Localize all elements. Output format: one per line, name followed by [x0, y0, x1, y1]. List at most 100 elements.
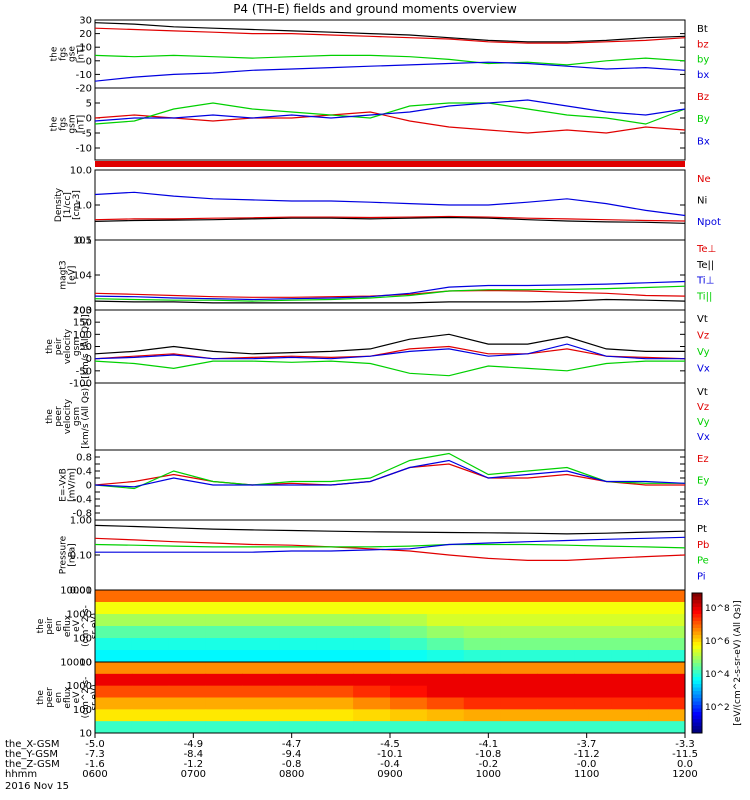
panel-ylabel: Density [1/cc] [cm-3] [54, 187, 82, 222]
x-tick-label: -11.2 [574, 749, 600, 760]
y-tick-label: 10.0 [70, 166, 92, 177]
x-tick-label: -0.2 [479, 759, 499, 770]
x-tick-label: 0.0 [677, 759, 693, 770]
heatmap-cell [648, 602, 686, 615]
y-tick-label: 0.4 [76, 467, 92, 478]
heatmap-cell [353, 614, 391, 627]
x-tick-label: -4.1 [479, 739, 499, 750]
y-tick-label: 10 [79, 658, 92, 669]
legend-bx: bx [697, 70, 709, 81]
heatmap-cell [316, 673, 354, 687]
heatmap-cell [131, 662, 170, 675]
legend-Ez: Ez [697, 454, 709, 465]
ylabel-line: [eV] [68, 266, 78, 285]
heatmap-cell [426, 709, 465, 722]
legend-Pt: Pt [697, 524, 707, 535]
colorbar-step [692, 596, 702, 601]
colorbar-step [692, 652, 702, 657]
y-tick-label: -10 [76, 70, 92, 81]
ylabel-line: [mV/m] [68, 468, 78, 502]
colorbar-step [692, 722, 702, 727]
ylabel-line: the [45, 339, 55, 354]
legend-Vz: Vz [697, 402, 709, 413]
colorbar-step [692, 719, 702, 723]
panel-ylabel: the peer velocity gsm [km/s (All Qs)] [45, 384, 91, 448]
ylabel-line: en [54, 620, 64, 631]
heatmap-cell [390, 673, 428, 687]
heatmap-cell [574, 697, 612, 710]
x-tick-label: 0800 [279, 769, 304, 780]
heatmap-cell [205, 602, 243, 615]
panel-ylabel: Pressure [nPa] [59, 535, 78, 574]
heatmap-cell [131, 626, 170, 639]
heatmap-cell [537, 626, 575, 639]
y-tick-label: -0.4 [72, 495, 92, 506]
x-tick-label: -0.8 [282, 759, 302, 770]
heatmap-cell [242, 709, 280, 722]
x-row-label: the_Z-GSM [5, 759, 60, 770]
y-tick-label: 150 [73, 318, 92, 329]
colorbar-step [692, 698, 702, 702]
series-line-green [94, 360, 685, 377]
heatmap-cell [242, 614, 280, 627]
heatmap-cell [353, 626, 391, 639]
ylabel-line: peer [54, 406, 64, 427]
panel-exb: E=-VxB [mV/m] -0.8 -0.4 0 0.4 0.8 Ez Ey Ex [59, 449, 709, 521]
series-line-green [94, 452, 685, 490]
heatmap-cell [316, 662, 354, 675]
heatmap-cell [353, 685, 391, 698]
heatmap-cell [500, 673, 538, 687]
heatmap-cell [463, 638, 502, 651]
heatmap-cell [537, 590, 575, 603]
heatmap-cell [500, 638, 538, 651]
heatmap-cell [426, 650, 465, 663]
ylabel-line: magt3 [59, 260, 69, 289]
heatmap-cell [242, 721, 280, 734]
heatmap-cell [205, 685, 243, 698]
heatmap-cell [316, 721, 354, 734]
heatmap-cell [279, 602, 317, 615]
heatmap-cell [537, 673, 575, 687]
panel-temp: magt3 [eV] 103 104 105 Te⊥ Te|| Ti⊥ Ti|| [59, 236, 717, 317]
legend-Ni: Ni [697, 195, 707, 206]
heatmap-cell [279, 673, 317, 687]
heatmap-cell [95, 697, 133, 710]
heatmap-cell [279, 638, 317, 651]
heatmap-cell [168, 685, 207, 698]
heatmap-cell [426, 697, 465, 710]
series-line-green [94, 543, 686, 549]
series-line-blue [94, 459, 686, 488]
y-tick-label: 103 [73, 306, 92, 317]
legend-Bx: Bx [697, 136, 710, 147]
heatmap-cell [463, 721, 502, 734]
heatmap-cell [168, 602, 207, 615]
panel-pressure: Pressure [nPa] 0.01 0.10 1.00 Pt Pb Pe Pi [59, 516, 710, 597]
heatmap-cell [426, 721, 465, 734]
heatmap-cell [168, 590, 207, 603]
series-line-green [94, 102, 686, 125]
x-row-label: hhmm [5, 769, 37, 780]
colorbar-step [692, 708, 702, 713]
colorbar-step [692, 635, 702, 639]
heatmap-cell [463, 590, 502, 603]
heatmap-cell [205, 614, 243, 627]
heatmap-cell [648, 638, 686, 651]
heatmap-cell [353, 697, 391, 710]
y-tick-label: 0.8 [76, 453, 92, 464]
heatmap-cell [353, 709, 391, 722]
legend-Npot: Npot [697, 217, 721, 228]
x-tick-label: -1.2 [184, 759, 204, 770]
heatmap-cell [279, 650, 317, 663]
y-tick-label: 0 [86, 114, 92, 125]
heatmap-cell [390, 626, 428, 639]
heatmap-cell [500, 662, 538, 675]
heatmap-cell [611, 638, 649, 651]
colorbar-step [692, 670, 702, 674]
heatmap-cell [390, 614, 428, 627]
x-tick-label: -3.3 [675, 739, 695, 750]
y-tick-label: 104 [73, 271, 92, 282]
heatmap-cell [242, 697, 280, 710]
colorbar-step [692, 677, 702, 681]
heatmap-cell [463, 626, 502, 639]
y-tick-label: 0 [86, 56, 92, 67]
